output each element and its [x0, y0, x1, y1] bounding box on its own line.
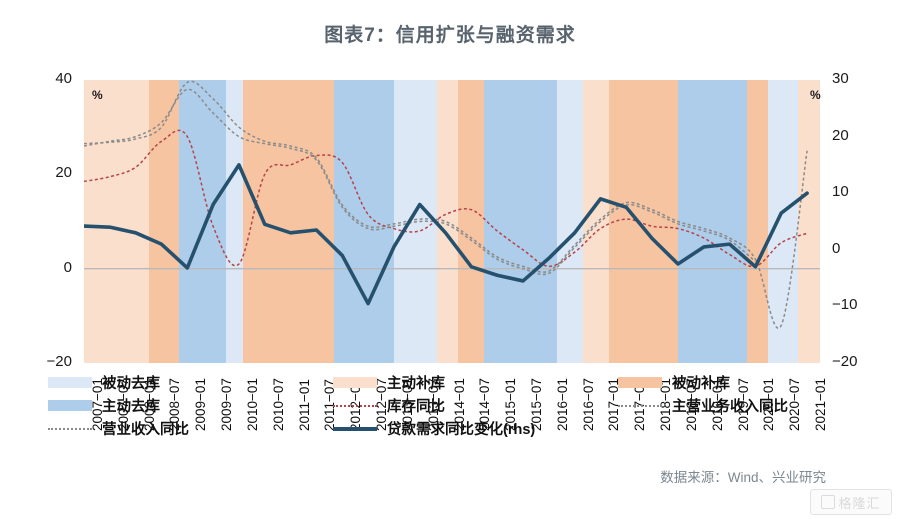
source-note: 数据来源：Wind、兴业研究 [660, 470, 826, 485]
legend-swatch-passive-destock [48, 377, 92, 388]
legend-swatch-active-destock [48, 400, 92, 411]
band-4 [226, 80, 244, 363]
series-主营业务收入同比 [84, 88, 756, 276]
band-16 [768, 80, 799, 363]
chart-plot-area [84, 80, 820, 363]
right-axis-unit: % [810, 88, 821, 102]
legend-label-operating-revenue-yoy: 营业收入同比 [102, 422, 189, 438]
legend-dotted-line-inventory-yoy [333, 404, 377, 407]
band-6 [333, 80, 394, 363]
left-axis-tick-1: 20 [55, 164, 72, 182]
right-axis-tick-4: −10 [832, 296, 858, 314]
watermark-logo: 格隆汇 [810, 489, 892, 515]
watermark-text: 格隆汇 [838, 495, 881, 511]
left-axis-tick-3: −20 [46, 353, 72, 370]
legend-item-active-destock[interactable]: 主动去库 [48, 395, 160, 416]
right-axis-tick-1: 20 [832, 126, 849, 144]
right-axis-tick-3: 0 [832, 239, 841, 257]
chart-legend: 被动去库 主动补库 被动补库主动去库 库存同比 主营业务收入同比营业收入同比 贷款需求同比… [48, 372, 858, 438]
band-8 [436, 80, 459, 363]
band-2 [148, 80, 179, 363]
right-axis-tick-5: −20 [832, 353, 858, 370]
band-5 [243, 80, 334, 363]
band-1 [84, 80, 149, 363]
band-11 [557, 80, 584, 363]
legend-item-active-restock[interactable]: 主动补库 [333, 372, 445, 393]
legend-swatch-passive-restock [618, 377, 662, 388]
band-12 [583, 80, 610, 363]
series-库存同比 [84, 129, 808, 268]
legend-dotted-line-main-business-revenue-yoy [618, 404, 662, 407]
band-10 [484, 80, 558, 363]
legend-item-inventory-yoy[interactable]: 库存同比 [333, 395, 445, 416]
series-营业收入同比 [84, 80, 808, 329]
watermark-box-icon [821, 495, 836, 509]
left-axis-tick-2: 0 [63, 258, 72, 276]
legend-item-loan-demand-yoy-change[interactable]: 贷款需求同比变化(rhs) [333, 418, 535, 439]
legend-item-main-business-revenue-yoy[interactable]: 主营业务收入同比 [618, 395, 788, 416]
left-axis-tick-0: 40 [55, 70, 72, 87]
legend-solid-line-loan-demand-yoy-change [333, 426, 377, 431]
legend-label-passive-destock: 被动去库 [102, 376, 160, 392]
legend-item-passive-restock[interactable]: 被动补库 [618, 372, 730, 393]
legend-label-loan-demand-yoy-change: 贷款需求同比变化(rhs) [387, 422, 536, 438]
legend-dotted-line-operating-revenue-yoy [48, 427, 92, 430]
legend-item-passive-destock[interactable]: 被动去库 [48, 372, 160, 393]
band-15 [746, 80, 769, 363]
legend-label-passive-restock: 被动补库 [672, 376, 730, 392]
right-axis-tick-0: 30 [832, 70, 849, 87]
legend-label-active-destock: 主动去库 [102, 399, 160, 415]
band-14 [677, 80, 747, 363]
legend-item-operating-revenue-yoy[interactable]: 营业收入同比 [48, 418, 189, 439]
legend-swatch-active-restock [333, 377, 377, 388]
legend-label-main-business-revenue-yoy: 主营业务收入同比 [672, 399, 788, 415]
series-贷款需求同比变化(rhs) [84, 163, 809, 306]
legend-label-active-restock: 主动补库 [387, 376, 445, 392]
band-13 [609, 80, 678, 363]
left-axis-unit: % [92, 88, 103, 102]
band-3 [178, 80, 227, 363]
band-9 [458, 80, 485, 363]
right-axis-tick-2: 10 [832, 183, 849, 201]
inventory-cycle-bands [84, 80, 820, 363]
page-title: 图表7：信用扩张与融资需求 [324, 25, 576, 46]
legend-label-inventory-yoy: 库存同比 [387, 399, 445, 415]
band-17 [798, 80, 820, 363]
chart-series-layer [84, 80, 820, 329]
